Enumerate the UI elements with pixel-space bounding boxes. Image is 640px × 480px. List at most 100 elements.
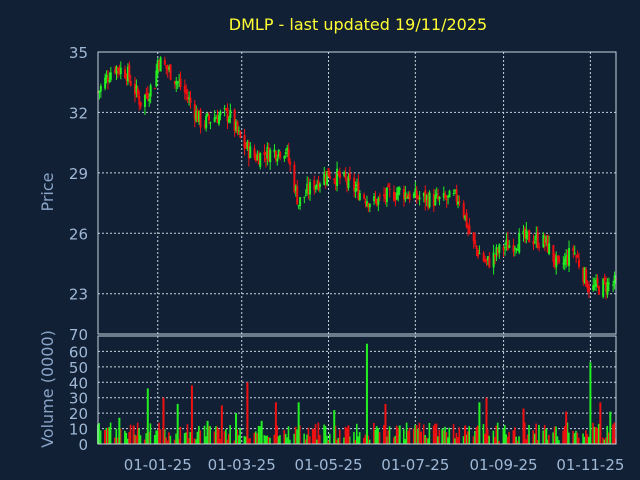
volume-bar: [441, 428, 444, 444]
candle-body: [115, 66, 118, 74]
candle-body: [428, 192, 431, 208]
candle-body: [129, 80, 132, 86]
volume-bar: [106, 427, 109, 444]
candle-body: [235, 121, 238, 131]
candle-body: [99, 85, 102, 92]
candle-body: [347, 175, 350, 188]
volume-bar: [175, 433, 177, 444]
candle-body: [246, 141, 249, 150]
volume-bar: [358, 432, 361, 444]
candle-body: [475, 245, 478, 250]
volume-bar: [205, 436, 207, 444]
candle-body: [166, 67, 169, 71]
candle-body: [612, 284, 615, 286]
volume-bar: [474, 430, 476, 444]
candle-body: [354, 187, 357, 193]
volume-bar: [572, 430, 574, 444]
price-tick-label: 32: [69, 104, 88, 122]
candle-body: [286, 147, 289, 152]
volume-bar: [367, 435, 369, 444]
volume-bars: [97, 343, 617, 444]
candle-body: [414, 188, 417, 197]
candle-body: [185, 89, 188, 95]
candle-body: [178, 81, 181, 83]
volume-bar: [395, 425, 398, 444]
volume-bar: [162, 397, 165, 444]
candle-body: [233, 109, 236, 132]
candle-body: [247, 142, 250, 159]
volume-bar: [363, 437, 365, 444]
candle-body: [494, 255, 497, 257]
candle-body: [313, 180, 316, 190]
volume-bar: [273, 434, 276, 444]
volume-bar: [213, 431, 216, 444]
candle-body: [515, 249, 518, 251]
volume-bar: [219, 439, 221, 444]
volume-bar: [576, 432, 579, 444]
candle-body: [264, 158, 267, 160]
volume-bar: [374, 429, 377, 444]
volume-axis-label: Volume (0000): [38, 330, 57, 448]
volume-bar: [528, 424, 530, 444]
volume-bar: [508, 431, 510, 444]
volume-bar: [190, 385, 193, 444]
candle-body: [283, 156, 286, 159]
volume-bar: [263, 435, 266, 444]
candle-body: [316, 183, 319, 189]
candle-body: [602, 278, 605, 297]
volume-bar: [488, 435, 490, 444]
volume-bar: [136, 422, 139, 444]
volume-bar: [555, 426, 557, 444]
volume-bar: [303, 433, 305, 444]
candle-body: [576, 255, 579, 258]
candle-body: [143, 94, 146, 107]
x-tick-label: 01-09-25: [470, 456, 538, 474]
candle-body: [556, 255, 559, 258]
candle-body: [118, 68, 121, 74]
candle-body: [498, 244, 501, 253]
volume-bar: [538, 424, 540, 444]
candle-body: [393, 191, 395, 201]
candle-body: [104, 77, 107, 89]
candle-body: [145, 92, 148, 96]
candle-body: [452, 193, 455, 195]
candle-body: [394, 198, 397, 200]
volume-bar: [442, 430, 445, 444]
candle-body: [516, 249, 519, 251]
candle-body: [378, 195, 381, 197]
candle-body: [327, 168, 330, 177]
candle-body: [566, 255, 569, 265]
volume-bar: [596, 428, 599, 444]
candle-body: [263, 151, 266, 156]
volume-bar: [505, 434, 508, 444]
volume-bar: [593, 426, 596, 444]
candle-body: [435, 193, 438, 196]
volume-bar: [405, 422, 408, 444]
volume-bar: [465, 434, 468, 444]
candles: [97, 56, 617, 300]
candle-body: [306, 183, 309, 194]
candle-body: [225, 108, 228, 110]
chart-title: DMLP - last updated 19/11/2025: [229, 15, 487, 34]
volume-bar: [188, 438, 190, 444]
volume-bar: [592, 422, 594, 444]
candle-body: [196, 110, 199, 122]
volume-bar: [468, 426, 471, 444]
volume-bar: [467, 431, 469, 444]
candle-body: [425, 195, 428, 201]
volume-bar: [504, 425, 506, 444]
candle-body: [486, 256, 489, 261]
volume-bar: [220, 405, 223, 444]
candle-body: [365, 201, 368, 206]
candle-body: [188, 97, 191, 100]
volume-bar: [324, 426, 327, 444]
volume-bar: [319, 434, 321, 444]
volume-bar: [169, 435, 172, 444]
volume-bar: [412, 428, 415, 444]
volume-bar: [198, 425, 200, 444]
candle-body: [555, 255, 558, 268]
candle-body: [243, 134, 246, 148]
price-tick-label: 26: [69, 225, 88, 243]
volume-bar: [427, 438, 429, 444]
candle-body: [175, 81, 178, 85]
